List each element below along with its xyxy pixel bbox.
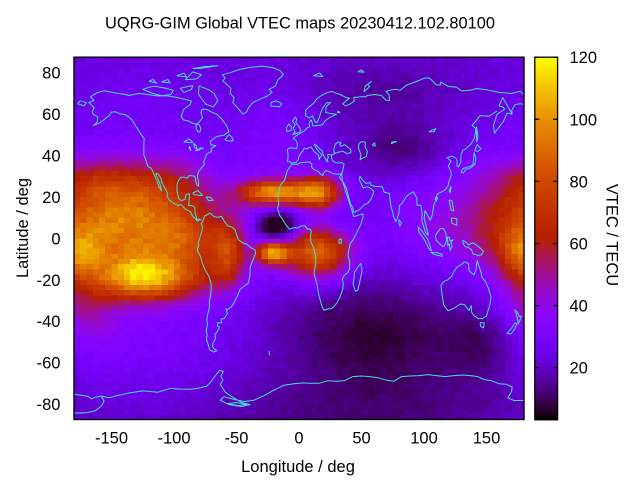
svg-text:-60: -60: [37, 355, 61, 373]
svg-text:-20: -20: [37, 272, 61, 290]
svg-text:100: 100: [410, 430, 438, 448]
svg-text:40: 40: [570, 298, 588, 316]
svg-text:100: 100: [570, 111, 598, 129]
svg-text:UQRG-GIM Global VTEC maps 2023: UQRG-GIM Global VTEC maps 20230412.102.8…: [105, 15, 495, 33]
svg-text:Longitude / deg: Longitude / deg: [241, 458, 355, 476]
svg-text:80: 80: [42, 65, 60, 83]
svg-text:0: 0: [294, 430, 303, 448]
svg-text:150: 150: [473, 430, 501, 448]
svg-text:60: 60: [42, 106, 60, 124]
svg-text:VTEC / TECU: VTEC / TECU: [603, 184, 621, 286]
svg-text:0: 0: [51, 230, 60, 248]
svg-text:50: 50: [352, 430, 370, 448]
svg-text:60: 60: [570, 236, 588, 254]
svg-text:-40: -40: [37, 313, 61, 331]
svg-text:40: 40: [42, 148, 60, 166]
svg-text:-100: -100: [157, 430, 190, 448]
svg-text:-150: -150: [95, 430, 128, 448]
svg-text:Latitude / deg: Latitude / deg: [14, 178, 32, 278]
svg-text:-50: -50: [225, 430, 249, 448]
svg-text:120: 120: [570, 49, 598, 67]
svg-text:20: 20: [570, 360, 588, 378]
svg-text:80: 80: [570, 173, 588, 191]
svg-text:20: 20: [42, 189, 60, 207]
svg-text:-80: -80: [37, 396, 61, 414]
